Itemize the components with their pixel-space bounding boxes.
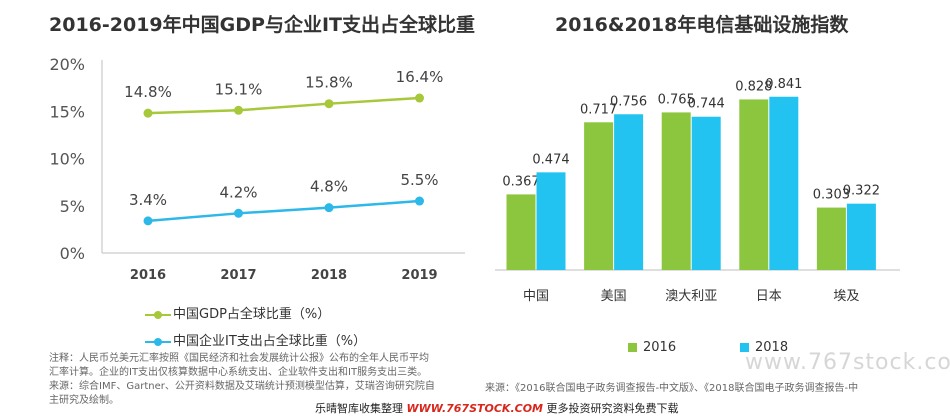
watermark: www.767stock.com [745, 350, 950, 375]
bar-2016 [584, 122, 614, 270]
note-line: 主研究及绘制。 [49, 395, 119, 406]
data-label-it: 4.2% [219, 183, 257, 201]
bar-value-label-2016: 0.367 [502, 174, 539, 189]
bar-2016 [739, 99, 769, 270]
data-label-gdp: 15.1% [215, 80, 263, 98]
bar-value-label-2016: 0.717 [580, 102, 617, 117]
right-x-tick-label: 中国 [523, 289, 549, 304]
bar-value-label-2018: 0.474 [532, 152, 569, 167]
left-chart-note: 注释：人民币兑美元汇率按照《国民经济和社会发展统计公报》公布的全年人民币平均 汇… [49, 352, 469, 408]
legend-2018-swatch [740, 343, 749, 352]
point-gdp [415, 93, 424, 103]
point-it [415, 196, 424, 206]
legend-2016-swatch [628, 343, 637, 352]
data-label-gdp: 14.8% [124, 83, 172, 101]
right-x-tick-label: 日本 [756, 289, 782, 304]
bar-2018 [846, 203, 876, 270]
right-chart-source: 来源：《2016联合国电子政务调查报告-中文版》、《2018联合国电子政务调查报… [485, 383, 859, 394]
bar-2018 [536, 172, 566, 270]
right-x-tick-label: 澳大利亚 [665, 288, 717, 304]
bar-value-label-2018: 0.744 [688, 97, 725, 112]
data-label-it: 5.5% [400, 171, 438, 189]
left-x-tick-label: 2019 [401, 268, 437, 283]
legend-it: 中国企业IT支出占全球比重（%） [145, 330, 366, 349]
left-y-tick-label: 0% [60, 244, 85, 263]
point-it [143, 216, 153, 226]
right-x-tick-label: 美国 [601, 289, 627, 304]
data-label-it: 3.4% [129, 191, 167, 209]
bar-2016 [506, 194, 536, 270]
bar-value-label-2018: 0.756 [610, 94, 647, 109]
point-it [234, 208, 243, 218]
data-label-gdp: 15.8% [305, 74, 353, 92]
bar-value-label-2016: 0.303 [813, 188, 850, 203]
line-series-it [147, 199, 420, 223]
bar-value-label-2016: 0.765 [658, 92, 695, 107]
footer-prefix: 乐晴智库收集整理 [315, 402, 403, 415]
footer: 乐晴智库收集整理 WWW.767STOCK.COM 更多投资研究资料免费下载 [315, 400, 679, 416]
point-gdp [143, 108, 153, 118]
point-gdp [324, 99, 334, 109]
left-y-tick-label: 10% [49, 150, 85, 169]
data-label-it: 4.8% [310, 178, 348, 196]
data-label-gdp: 16.4% [396, 68, 444, 86]
legend-gdp-label: 中国GDP占全球比重（%） [173, 307, 331, 322]
note-line: 汇率计算。企业的IT支出仅核算数据中心系统支出、企业软件支出和IT服务支出三类。 [49, 367, 428, 378]
footer-suffix: 更多投资研究资料免费下载 [546, 402, 679, 415]
left-y-tick-label: 5% [60, 197, 85, 216]
bar-2018 [769, 96, 799, 270]
legend-2018-label: 2018 [755, 340, 789, 355]
right-x-tick-label: 埃及 [833, 289, 859, 304]
right-chart-title: 2016&2018年电信基础设施指数 [555, 14, 849, 36]
left-x-tick-label: 2017 [220, 268, 256, 283]
bar-value-label-2018: 0.322 [843, 184, 880, 199]
left-x-tick-label: 2016 [130, 268, 166, 283]
legend-gdp: 中国GDP占全球比重（%） [145, 303, 330, 322]
bar-value-label-2018: 0.841 [765, 77, 802, 92]
bar-2016 [816, 207, 846, 270]
legend-it-swatch [145, 337, 171, 346]
left-y-tick-label: 20% [49, 55, 85, 74]
line-series-gdp [147, 96, 420, 115]
legend-it-label: 中国企业IT支出占全球比重（%） [173, 334, 367, 349]
bar-2018 [691, 116, 721, 271]
point-it [324, 203, 334, 213]
legend-2018: 2018 [740, 340, 788, 355]
legend-2016-label: 2016 [643, 340, 677, 355]
legend-gdp-swatch [145, 310, 171, 319]
bar-2016 [661, 112, 691, 270]
left-chart-title: 2016-2019年中国GDP与企业IT支出占全球比重 [49, 14, 475, 36]
left-y-tick-label: 15% [49, 102, 85, 121]
note-line: 注释：人民币兑美元汇率按照《国民经济和社会发展统计公报》公布的全年人民币平均 [49, 353, 429, 364]
legend-2016: 2016 [628, 340, 676, 355]
footer-brand-link[interactable]: WWW.767STOCK.COM [406, 402, 544, 415]
bar-2018 [614, 114, 644, 270]
bar-value-label-2016: 0.828 [735, 79, 772, 94]
note-line: 来源：综合IMF、Gartner、公开资料数据及艾瑞统计预测模型估算，艾瑞咨询研… [49, 381, 435, 392]
left-x-tick-label: 2018 [311, 268, 347, 283]
point-gdp [234, 105, 243, 115]
